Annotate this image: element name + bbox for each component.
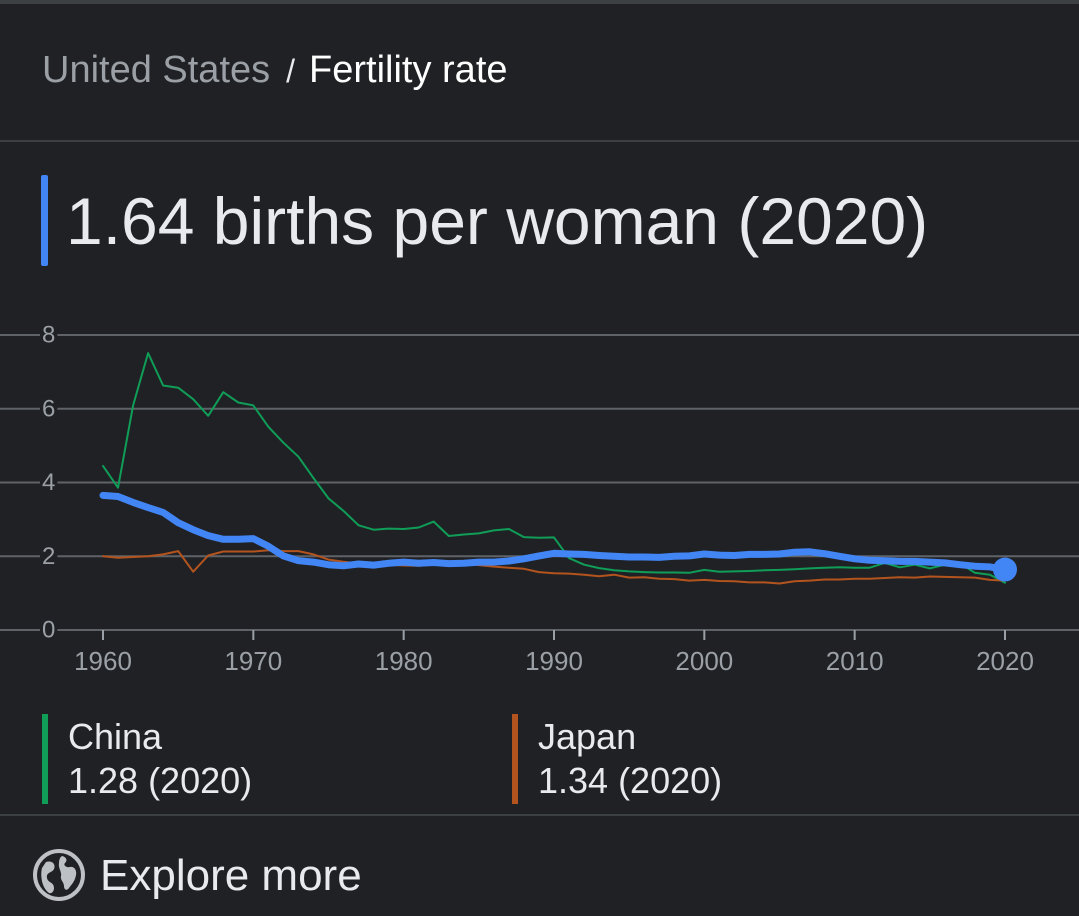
top-border xyxy=(0,0,1079,4)
y-tick-label-8: 8 xyxy=(42,322,55,349)
breadcrumb-current: Fertility rate xyxy=(309,49,508,91)
legend-value-japan: 1.34 (2020) xyxy=(538,760,723,801)
series-end-marker-united-states xyxy=(993,557,1017,582)
breadcrumb-parent-link[interactable]: United States xyxy=(42,49,271,91)
x-tick-label-2010: 2010 xyxy=(826,646,884,676)
y-tick-mask-4 xyxy=(40,469,58,496)
x-axis-ticks: 1960 1970 1980 1990 2000 2010 2020 xyxy=(74,630,1034,676)
y-tick-mask-6 xyxy=(40,395,58,423)
header-divider xyxy=(0,140,1079,142)
breadcrumb-separator: / xyxy=(286,53,296,89)
chart-grid xyxy=(0,334,1079,631)
x-tick-label-1960: 1960 xyxy=(74,646,132,676)
headline-value: 1.64 births per woman (2020) xyxy=(66,184,929,258)
y-tick-mask-8 xyxy=(40,321,58,349)
footer-divider xyxy=(0,814,1079,816)
series-line-japan xyxy=(102,549,1006,585)
legend-value-china: 1.28 (2020) xyxy=(68,760,253,801)
x-tick-label-1970: 1970 xyxy=(224,646,282,676)
y-tick-label-4: 4 xyxy=(42,469,55,496)
fertility-chart[interactable]: 0 2 4 6 8 1960 1970 1980 1990 2000 2010 2020 xyxy=(0,300,1079,700)
y-tick-mask-0 xyxy=(40,616,58,644)
y-tick-label-2: 2 xyxy=(42,543,55,570)
legend-color-bar-china xyxy=(42,714,48,804)
y-tick-label-6: 6 xyxy=(42,395,55,422)
x-tick-label-1990: 1990 xyxy=(525,646,583,676)
legend-color-bar-japan xyxy=(512,714,518,804)
y-axis-ticks: 0 2 4 6 8 xyxy=(40,321,58,644)
breadcrumb: United States / Fertility rate xyxy=(42,48,508,93)
legend-name-japan: Japan xyxy=(538,716,637,757)
headline-accent-bar xyxy=(41,175,48,266)
x-tick-label-2020: 2020 xyxy=(976,646,1034,676)
series-line-united-states xyxy=(99,491,1009,573)
x-tick-label-1980: 1980 xyxy=(375,646,433,676)
chart-series xyxy=(99,352,1017,585)
legend-name-china: China xyxy=(68,716,163,757)
y-tick-mask-2 xyxy=(40,542,58,570)
series-line-china xyxy=(102,352,1006,584)
explore-more-label: Explore more xyxy=(100,851,362,900)
y-tick-label-0: 0 xyxy=(42,617,55,644)
globe-icon xyxy=(33,849,85,901)
x-tick-label-2000: 2000 xyxy=(675,646,733,676)
